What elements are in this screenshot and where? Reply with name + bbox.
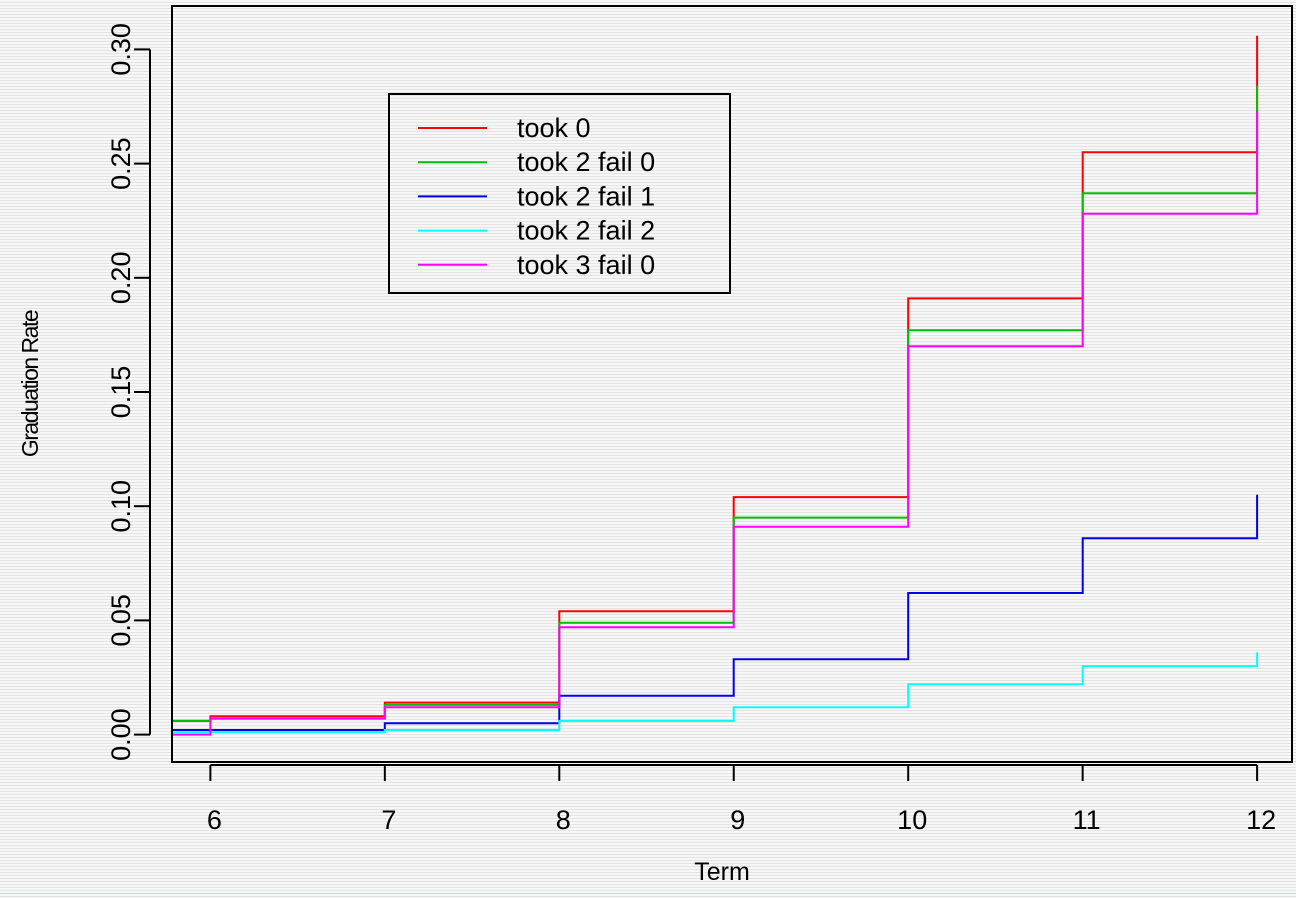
series-line-1	[172, 35, 1259, 722]
x-tick-label: 6	[207, 805, 222, 835]
y-tick-label: 0.25	[106, 137, 136, 190]
legend-label: took 2 fail 0	[517, 147, 655, 177]
series-line-2	[172, 85, 1259, 722]
legend-label: took 0	[517, 113, 591, 143]
y-tick-label: 0.20	[106, 252, 136, 305]
legend: took 0 took 2 fail 0 took 2 fail 1 took 2 f…	[388, 93, 731, 294]
x-tick-label: 9	[730, 805, 745, 835]
y-tick-label: 0.05	[106, 594, 136, 647]
series-line-3	[172, 494, 1259, 731]
plot-frame	[171, 5, 1293, 763]
y-tick-label: 0.00	[106, 708, 136, 761]
legend-label: took 2 fail 2	[517, 216, 655, 246]
y-axis-title: Graduation Rate	[17, 310, 43, 457]
x-axis: 6 7 8 9 10 11 12	[207, 764, 1276, 835]
x-axis-title: Term	[694, 858, 750, 886]
legend-label: took 2 fail 1	[517, 181, 655, 211]
x-tick-label: 12	[1246, 805, 1276, 835]
series-line-5	[172, 111, 1259, 736]
legend-label: took 3 fail 0	[517, 250, 655, 280]
legend-box	[388, 93, 731, 294]
x-tick-label: 11	[1073, 805, 1101, 835]
y-tick-label: 0.30	[106, 23, 136, 76]
x-tick-label: 8	[556, 805, 571, 835]
y-tick-label: 0.15	[106, 366, 136, 419]
y-axis: 0.00 0.05 0.10 0.15 0.20 0.25 0.30	[106, 23, 151, 761]
x-tick-label: 7	[381, 805, 396, 835]
y-tick-label: 0.10	[106, 480, 136, 533]
x-tick-label: 10	[897, 805, 927, 835]
series-layer	[172, 35, 1259, 736]
series-line-4	[172, 652, 1259, 734]
bottom-divider	[0, 893, 1296, 894]
